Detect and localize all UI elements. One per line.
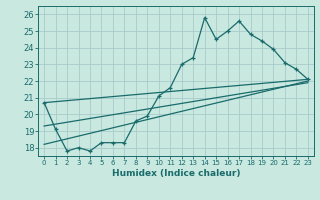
X-axis label: Humidex (Indice chaleur): Humidex (Indice chaleur) (112, 169, 240, 178)
